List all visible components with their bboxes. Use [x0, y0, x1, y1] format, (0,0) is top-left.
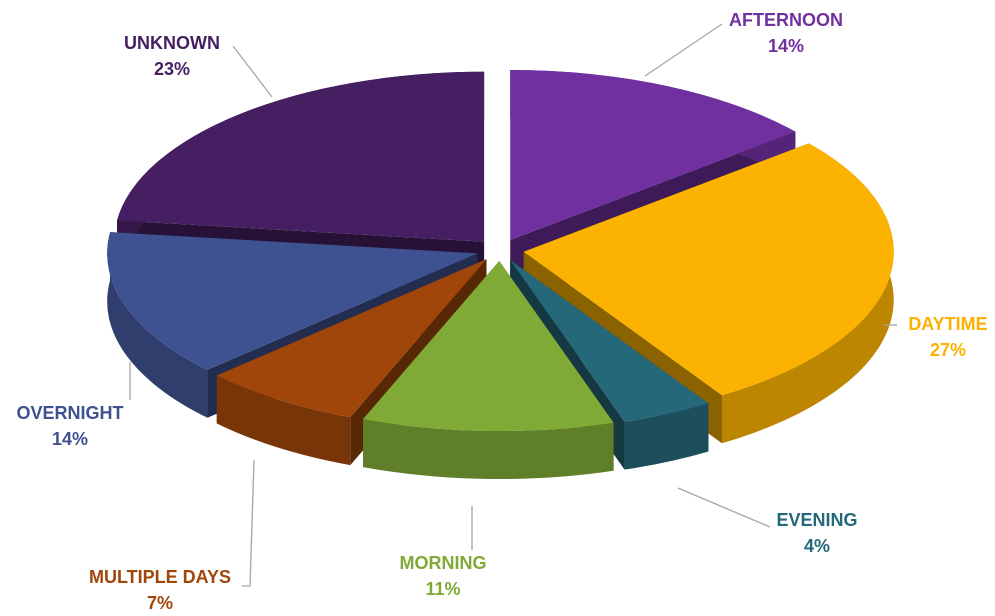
value-label: 14% [52, 429, 88, 449]
value-label: 23% [154, 59, 190, 79]
value-label: 11% [425, 579, 460, 599]
slice-rim [363, 419, 614, 480]
value-label: 14% [768, 36, 804, 56]
slice-top [523, 143, 894, 396]
category-label: UNKNOWN [124, 33, 220, 53]
slice [363, 261, 614, 480]
category-label: OVERNIGHT [16, 403, 123, 423]
slice-top [107, 232, 478, 370]
value-label: 7% [147, 593, 173, 613]
category-label: EVENING [776, 510, 857, 530]
slice-top [363, 261, 614, 432]
slice-top [216, 259, 487, 418]
category-label: AFTERNOON [729, 10, 843, 30]
slice-rim [624, 403, 709, 470]
slice-rim [107, 232, 208, 418]
category-label: DAYTIME [908, 314, 987, 334]
slice-rim [216, 375, 351, 466]
category-label: MULTIPLE DAYS [89, 567, 231, 587]
value-label: 4% [804, 536, 830, 556]
leader-line [677, 487, 771, 528]
category-label: MORNING [400, 553, 487, 573]
slice [523, 143, 894, 444]
slice-top [510, 70, 796, 241]
leader-line [644, 23, 723, 77]
value-label: 27% [930, 340, 966, 360]
leader-line [242, 459, 255, 587]
leader-line [232, 45, 273, 98]
slice-top [117, 71, 485, 242]
slice-top [510, 259, 709, 422]
